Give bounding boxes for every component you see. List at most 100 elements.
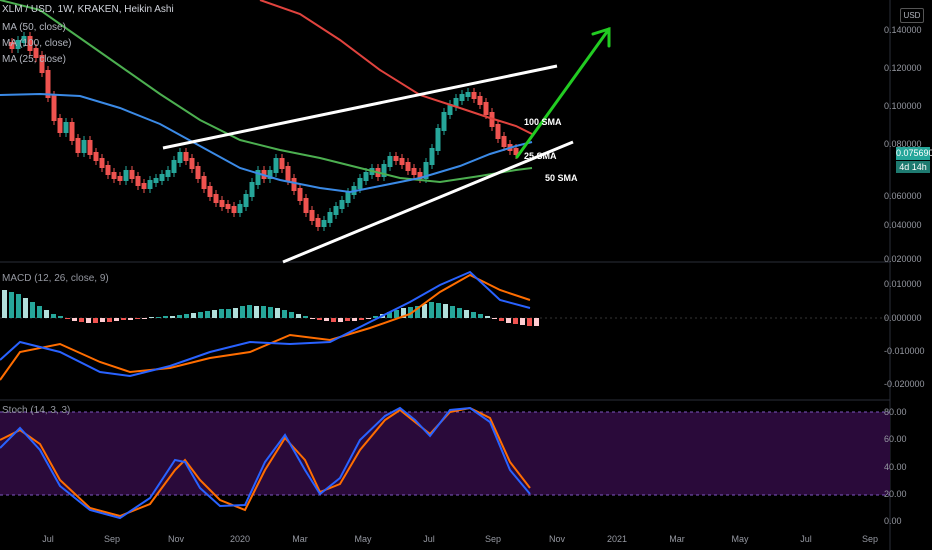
macd-histogram-bar [16,294,21,318]
candle-body [63,122,69,133]
macd-histogram-bar [464,310,469,318]
macd-histogram-bar [289,312,294,318]
macd-histogram-bar [534,318,539,326]
candle-body [81,140,87,153]
time-axis-label: Sep [861,534,879,544]
candle-body [321,220,327,227]
candle-body [201,176,207,189]
moving-averages [0,0,533,194]
candle-body [45,70,51,98]
candle-body [363,172,369,181]
stoch-k-line [0,406,531,520]
macd-histogram-bar [401,308,406,318]
breakout-arrow [515,26,611,159]
macd-histogram-bar [114,318,119,321]
macd-histogram-bar [296,314,301,318]
candle-body [147,180,153,189]
sma50-annotation: 50 SMA [545,173,578,183]
macd-histogram-bar [499,318,504,321]
heikin-ashi-candles [9,32,519,231]
time-axis-label: May [354,534,372,544]
candle-body [267,170,273,179]
symbol-title: XLM / USD, 1W, KRAKEN, Heikin Ashi [2,4,174,15]
candle-body [501,136,507,147]
macd-histogram-bar [198,312,203,318]
macd-histogram-bar [128,318,133,320]
macd-histogram-bar [450,306,455,318]
channel-upper-line [162,64,558,150]
macd-histogram-bar [184,314,189,318]
candle-body [39,55,45,73]
macd-histogram-bar [317,318,322,320]
candle-body [219,200,225,207]
candle-body [15,40,21,49]
macd-histogram-bar [79,318,84,322]
ma25-legend[interactable]: MA (25, close) [2,54,66,65]
macd-histogram-bar [303,316,308,318]
stoch-title[interactable]: Stoch (14, 3, 3) [2,405,71,416]
candle-body [327,212,333,223]
candle-body [165,170,171,177]
candle-body [333,206,339,215]
macd-histogram-bar [345,318,350,321]
macd-histogram-bar [422,304,427,318]
ma50-legend[interactable]: MA (50, close) [2,22,66,33]
candle-body [393,156,399,161]
time-axis-label: Jul [800,534,812,544]
candle-body [243,194,249,207]
macd-histogram-bar [415,306,420,318]
macd-histogram-bar [324,318,329,321]
candle-body [87,140,93,155]
candle-body [117,176,123,181]
macd-histogram-bar [520,318,525,325]
candle-body [189,158,195,169]
macd-histogram-bar [436,303,441,318]
candle-body [465,92,471,97]
macd-histogram-bar [506,318,511,323]
macd-histogram-bar [149,317,154,318]
candle-body [405,162,411,171]
macd-histogram-bar [457,308,462,318]
macd-histogram-bar [513,318,518,324]
macd-histogram-bar [240,306,245,318]
time-axis-label: May [731,534,749,544]
candle-body [273,158,279,173]
time-axis-label: Jul [42,534,54,544]
candle-body [105,165,111,175]
current-price-tag: 0.075690 [896,147,932,160]
candle-body [57,118,63,133]
macd-histogram-bar [247,305,252,318]
currency-button[interactable]: USD [900,8,924,23]
macd-histogram-bar [366,318,371,319]
candle-body [453,98,459,107]
macd-histogram-bar [72,318,77,321]
time-axis-label: Sep [103,534,121,544]
candle-body [435,128,441,151]
macd-histogram-bar [163,316,168,318]
candle-body [69,122,75,141]
macd-histogram-bar [527,318,532,326]
candle-body [213,194,219,203]
candle-body [51,95,57,121]
macd-histogram-bar [254,306,259,318]
candle-body [303,198,309,213]
price-axis-label: 0.120000 [884,63,922,73]
candle-body [429,148,435,165]
macd-histogram-bar [177,315,182,318]
candle-body [171,160,177,173]
candle-body [183,152,189,161]
candle-body [483,102,489,115]
macd-histogram-bar [191,313,196,318]
macd-axis-label: -0.010000 [884,346,925,356]
candle-body [237,204,243,213]
macd-histogram-bar [359,318,364,320]
channel-lower-line [282,140,574,264]
candle-body [279,158,285,169]
macd-histogram-bar [394,310,399,318]
candle-body [93,152,99,161]
ma100-legend[interactable]: MA (100, close) [2,38,72,49]
macd-title[interactable]: MACD (12, 26, close, 9) [2,273,109,284]
macd-histogram-bar [2,290,7,318]
candle-body [417,172,423,179]
